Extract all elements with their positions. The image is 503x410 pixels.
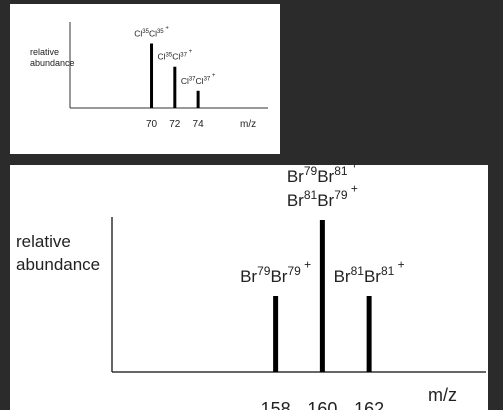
peak-label-part-a: Br	[240, 267, 257, 286]
peak-label-part-a: Cl	[181, 76, 189, 86]
peak-label-part-b: Cl	[172, 52, 180, 62]
chlorine-spectrum-panel: relative abundance m/z 70 Cl35Cl35 +72 Cl35Cl…	[10, 4, 280, 154]
x-axis-label: m/z	[240, 119, 256, 130]
peak-label: Br79Br79 +	[240, 257, 311, 286]
peak-label-part-a: Br	[287, 167, 304, 186]
peak-label-part-a: Br	[334, 267, 351, 286]
peak-label-part-m2: 79	[334, 188, 348, 202]
peak-label-part-m1: 35	[142, 29, 149, 35]
x-axis-label: m/z	[428, 385, 457, 405]
peak-label-part-m2: 79	[287, 264, 301, 278]
peak-label-part-b: Cl	[196, 76, 204, 86]
peak-label-part-c: +	[394, 257, 404, 271]
x-tick-label: 160	[307, 399, 337, 410]
peak-label-part-a: Cl	[158, 52, 166, 62]
peak-label-part-m2: 81	[334, 165, 348, 178]
peak-label-part-c: +	[348, 181, 358, 195]
peak-label-part-c: +	[348, 165, 358, 171]
peak-label-part-b: Br	[317, 191, 334, 210]
peak-label: Br81Br79 +	[287, 181, 358, 210]
y-axis-label: abundance	[16, 255, 100, 274]
peak-label-part-m1: 37	[189, 76, 196, 82]
peak-label: Cl35Cl37 +	[158, 49, 193, 62]
peak-label: Br79Br81 +	[287, 165, 358, 186]
peak-label-part-c: +	[187, 49, 193, 55]
peak-label-part-m1: 81	[304, 188, 318, 202]
x-tick-label: 72	[169, 119, 181, 130]
peak-label-part-b: Br	[317, 167, 334, 186]
peak-label: Cl37Cl37 +	[181, 73, 216, 86]
peak-label-part-m1: 79	[304, 165, 318, 178]
x-tick-label: 162	[354, 399, 384, 410]
peak-label-part-c: +	[164, 26, 170, 32]
peak-label: Cl35Cl35 +	[134, 26, 169, 39]
peak-label-part-m1: 79	[257, 264, 271, 278]
bromine-spectrum-panel: relative abundance m/z 158 Br79Br79 +160 Br79…	[10, 165, 488, 410]
peak-label-part-m2: 35	[157, 29, 164, 35]
y-axis-label: relative	[30, 47, 59, 57]
x-tick-label: 74	[193, 119, 205, 130]
peak-label-part-m1: 35	[166, 52, 173, 58]
peak-label: Br81Br81 +	[334, 257, 405, 286]
peak-label-part-c: +	[301, 257, 311, 271]
x-tick-label: 70	[146, 119, 158, 130]
y-axis-label: abundance	[30, 58, 75, 68]
peak-label-part-a: Cl	[134, 29, 142, 39]
peak-label-part-b: Cl	[149, 29, 157, 39]
y-axis-label: relative	[16, 232, 71, 251]
peak-label-part-m2: 37	[204, 76, 211, 82]
peak-label-part-m1: 81	[351, 264, 365, 278]
peak-label-part-m2: 37	[180, 52, 187, 58]
peak-label-part-a: Br	[287, 191, 304, 210]
peak-label-part-b: Br	[364, 267, 381, 286]
peak-label-part-c: +	[210, 73, 216, 79]
x-tick-label: 158	[261, 399, 291, 410]
peak-label-part-m2: 81	[381, 264, 395, 278]
peak-label-part-b: Br	[270, 267, 287, 286]
